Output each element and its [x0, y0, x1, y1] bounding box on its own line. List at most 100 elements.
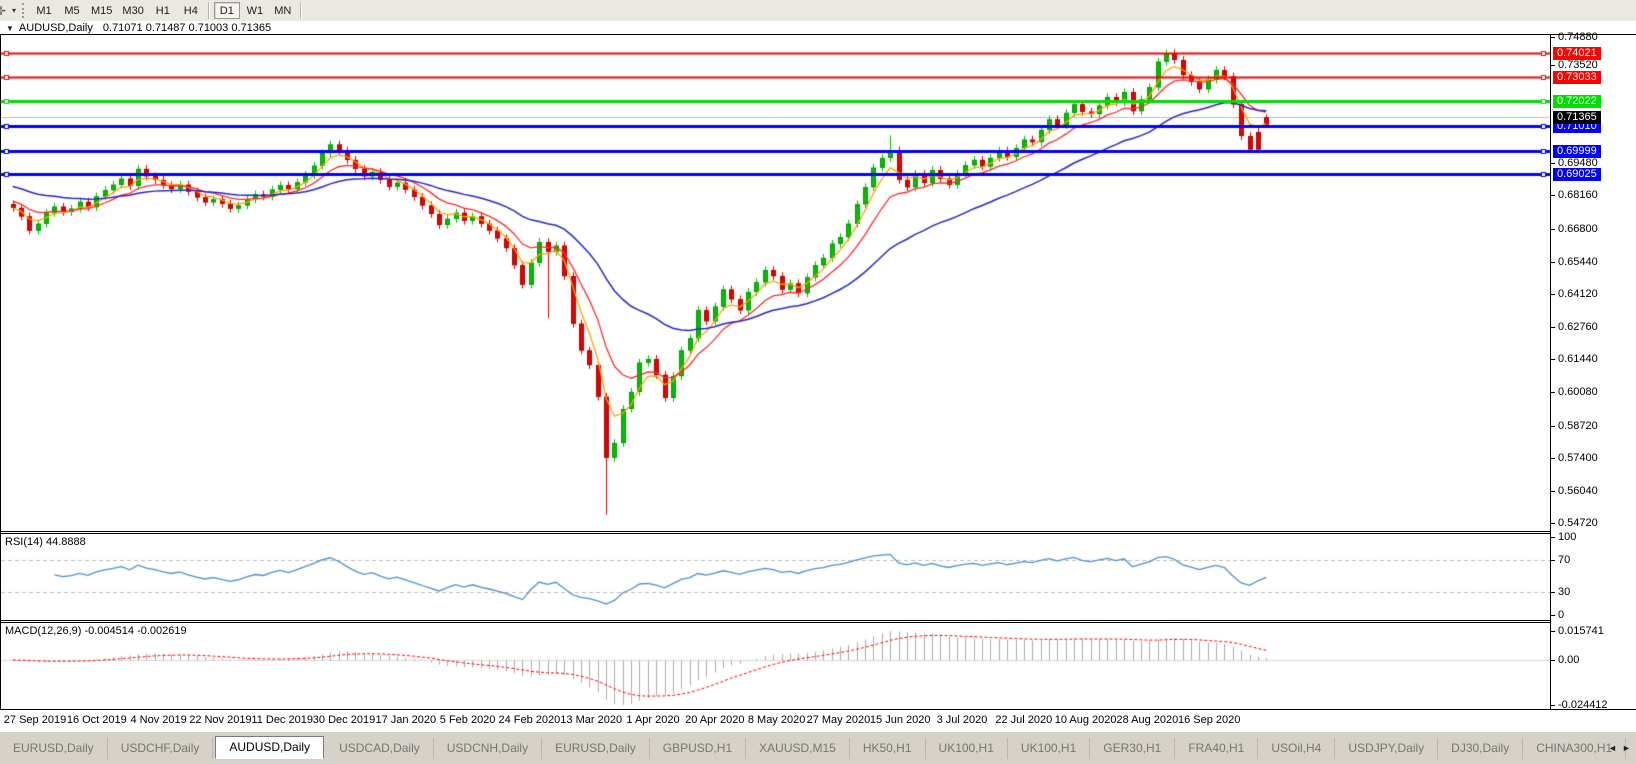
macd-axis-tick	[1551, 660, 1555, 661]
chart-tab-uk100-h1[interactable]: UK100,H1	[926, 738, 1008, 759]
date-tick-label: 28 Aug 2020	[1116, 714, 1179, 726]
date-tick-label: 16 Oct 2019	[66, 714, 127, 726]
price-axis-tick	[1551, 327, 1555, 328]
date-tick-label: 15 Jun 2020	[869, 714, 931, 726]
tab-scroll-right-button[interactable]: ►	[1622, 743, 1631, 753]
chart-tab-fra40-h1[interactable]: FRA40,H1	[1175, 738, 1259, 759]
price-axis-tick	[1551, 262, 1555, 263]
panel-border	[0, 34, 1636, 35]
timeframe-button-h1[interactable]: H1	[150, 2, 176, 19]
main-rsi-splitter[interactable]	[0, 531, 1636, 532]
chart-tab-uk100-h1[interactable]: UK100,H1	[1008, 738, 1091, 759]
macd-bottom-border	[0, 709, 1636, 710]
price-axis-tick	[1551, 294, 1555, 295]
chart-tab-usdcnh-daily[interactable]: USDCNH,Daily	[434, 738, 543, 759]
tool-dropdown-caret-icon[interactable]: ▾	[12, 6, 17, 15]
date-axis: 27 Sep 2019 16 Oct 2019 4 Nov 2019 22 Nov 2…	[0, 710, 1636, 731]
collapse-triangle-icon[interactable]: ▼	[6, 23, 14, 33]
rsi-axis-label: 0	[1558, 609, 1565, 621]
date-tick-label: 17 Jan 2020	[375, 714, 437, 726]
timeframe-button-h4[interactable]: H4	[178, 2, 204, 19]
date-tick-label: 22 Jul 2020	[995, 714, 1053, 726]
date-tick-label: 24 Feb 2020	[498, 714, 561, 726]
timeframe-buttons-group: M1 M5 M15 M30 H1 H4 D1 W1 MN	[30, 2, 297, 19]
price-axis: 0.74880 0.73520 0.69480 0.68160 0.66800 0.654…	[1550, 31, 1636, 711]
price-axis-tick	[1551, 523, 1555, 524]
chart-tab-usdchf-daily[interactable]: USDCHF,Daily	[108, 738, 214, 759]
price-axis-tick	[1551, 163, 1555, 164]
timeframe-button-m1[interactable]: M1	[31, 2, 57, 19]
timeframe-button-m30[interactable]: M30	[118, 2, 147, 19]
macd-axis-tick	[1551, 705, 1555, 706]
chart-symbol-label: AUDUSD,Daily	[18, 22, 93, 34]
price-chart-canvas[interactable]	[1, 35, 1550, 531]
timeframe-button-m15[interactable]: M15	[87, 2, 116, 19]
macd-axis-tick	[1551, 631, 1555, 632]
price-axis-tick	[1551, 37, 1555, 38]
rsi-panel-top-border	[0, 533, 1636, 534]
rsi-axis-tick	[1551, 560, 1555, 561]
hline-price-label: 0.74021	[1553, 47, 1601, 60]
hline-price-label: 0.69025	[1553, 168, 1601, 181]
chart-tab-ger30-h1[interactable]: GER30,H1	[1090, 738, 1176, 759]
timeframe-button-d1[interactable]: D1	[213, 2, 240, 19]
price-axis-tick-label: 0.54720	[1558, 517, 1598, 529]
price-axis-tick	[1551, 392, 1555, 393]
timeframe-button-w1[interactable]: W1	[242, 2, 268, 19]
chart-tab-xauusd-m15[interactable]: XAUUSD,M15	[746, 738, 850, 759]
date-tick-label: 16 Sep 2020	[1177, 714, 1241, 726]
rsi-indicator-canvas[interactable]	[1, 534, 1550, 620]
macd-axis-label: 0.015741	[1558, 625, 1604, 637]
current-price-label: 0.71365	[1553, 111, 1601, 124]
rsi-axis-tick	[1551, 537, 1555, 538]
price-axis-tick-label: 0.64120	[1558, 288, 1598, 300]
window-left-border	[0, 35, 1, 709]
date-tick-label: 3 Jul 2020	[936, 714, 988, 726]
timeframe-button-mn[interactable]: MN	[270, 2, 296, 19]
macd-axis-label: 0.00	[1558, 654, 1580, 666]
timeframe-button-m5[interactable]: M5	[59, 2, 85, 19]
toolbar-separator	[207, 2, 210, 19]
rsi-axis-tick	[1551, 615, 1555, 616]
chart-tab-hk50-h1[interactable]: HK50,H1	[850, 738, 926, 759]
chart-tab-dj30-daily[interactable]: DJ30,Daily	[1438, 738, 1524, 759]
chart-tab-usdjpy-daily[interactable]: USDJPY,Daily	[1335, 738, 1439, 759]
hline-price-label: 0.73033	[1553, 71, 1601, 84]
price-axis-tick-label: 0.65440	[1558, 256, 1598, 268]
chart-tab-china300-h1[interactable]: CHINA300,H1	[1523, 738, 1627, 759]
date-tick-label: 1 Apr 2020	[626, 714, 680, 726]
macd-panel-title: MACD(12,26,9) -0.004514 -0.002619	[5, 625, 187, 637]
chart-titlebar: ▼ AUDUSD,Daily 0.71071 0.71487 0.71003 0…	[0, 21, 1636, 35]
chart-tab-usoil-h4[interactable]: USOil,H4	[1258, 738, 1336, 759]
chart-tab-gbpusd-h1[interactable]: GBPUSD,H1	[650, 738, 747, 759]
rsi-macd-splitter[interactable]	[0, 620, 1636, 621]
rsi-axis-tick	[1551, 592, 1555, 593]
crosshair-tool-icon[interactable]: ✛	[0, 3, 7, 18]
chart-tab-eurusd-daily[interactable]: EURUSD,Daily	[0, 738, 108, 759]
timeframes-toolbar: ✛ ▾ M1 M5 M15 M30 H1 H4 D1 W1 MN	[0, 0, 1636, 22]
price-axis-tick-label: 0.74880	[1558, 31, 1598, 43]
chart-ohlc-values: 0.71071 0.71487 0.71003 0.71365	[102, 22, 272, 34]
tab-scroll-left-button[interactable]: ◄	[1608, 743, 1617, 753]
chart-tab-audusd-daily[interactable]: AUDUSD,Daily	[215, 736, 325, 759]
date-tick-label: 13 Mar 2020	[560, 714, 623, 726]
date-tick-label: 27 Sep 2019	[3, 714, 67, 726]
price-axis-tick	[1551, 426, 1555, 427]
price-axis-tick-label: 0.60080	[1558, 386, 1598, 398]
price-axis-tick-label: 0.66800	[1558, 223, 1598, 235]
macd-indicator-canvas[interactable]	[1, 623, 1550, 709]
chart-tab-usdcad-daily[interactable]: USDCAD,Daily	[326, 738, 434, 759]
date-tick-label: 27 May 2020	[806, 714, 871, 726]
price-axis-tick	[1551, 359, 1555, 360]
date-tick-label: 30 Dec 2019	[312, 714, 376, 726]
chart-tab-eurusd-daily[interactable]: EURUSD,Daily	[542, 738, 650, 759]
price-axis-tick-label: 0.58720	[1558, 420, 1598, 432]
rsi-axis-label: 100	[1558, 531, 1577, 543]
rsi-axis-label: 70	[1558, 554, 1571, 566]
toolbar-separator	[299, 2, 302, 19]
date-tick-label: 5 Feb 2020	[439, 714, 496, 726]
price-axis-tick-label: 0.73520	[1558, 59, 1598, 71]
toolbar-grip-handle[interactable]	[22, 3, 25, 18]
price-axis-tick-label: 0.68160	[1558, 189, 1598, 201]
